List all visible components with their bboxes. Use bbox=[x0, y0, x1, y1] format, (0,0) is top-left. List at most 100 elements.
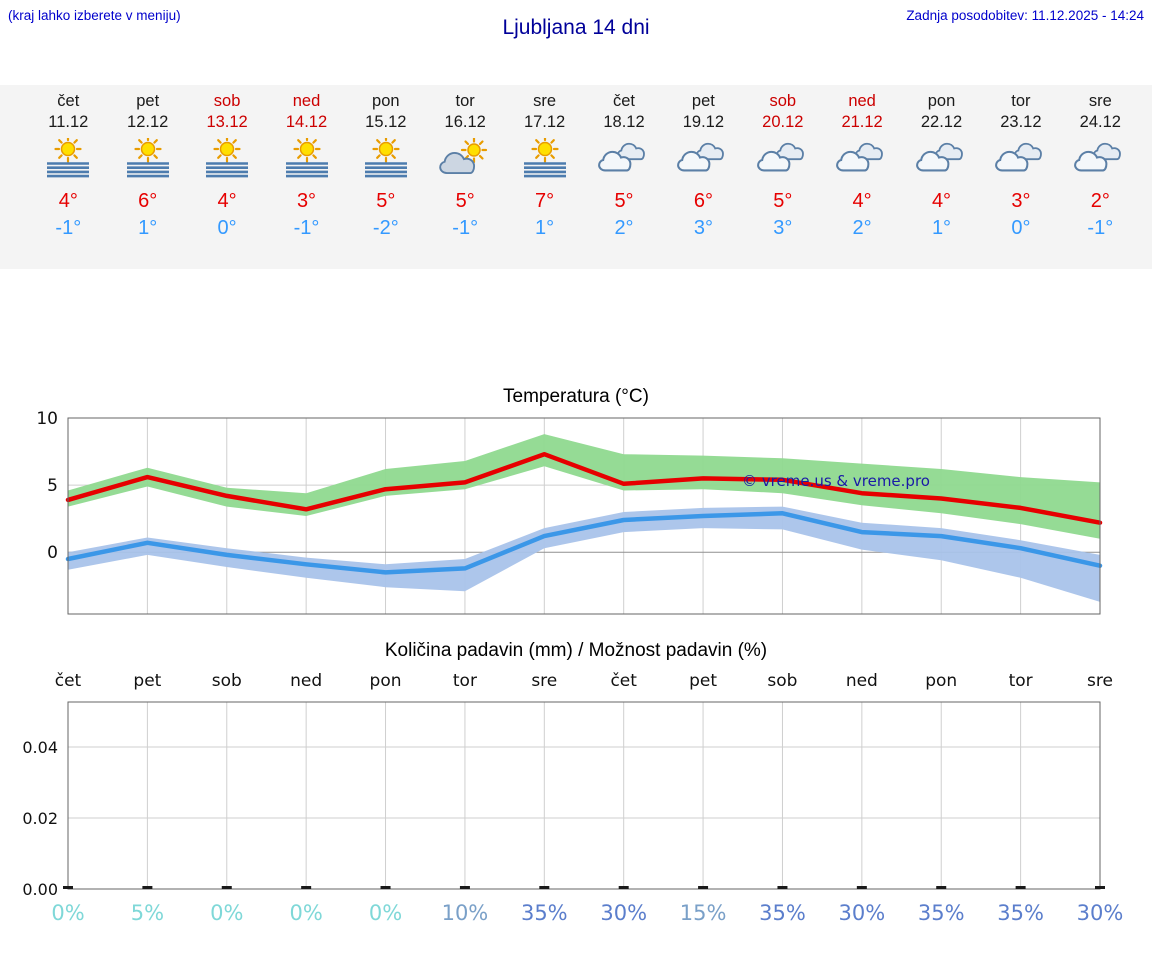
cloudy-icon bbox=[598, 142, 645, 172]
y-tick-label: 0.02 bbox=[22, 809, 58, 828]
weather-icon-wrap bbox=[914, 138, 970, 182]
day-name: sre bbox=[1088, 92, 1112, 110]
high-temp: 4° bbox=[217, 190, 237, 212]
high-temp: 5° bbox=[455, 190, 475, 212]
sun-fog-icon bbox=[47, 135, 90, 178]
day-date: 17.12 bbox=[523, 113, 566, 131]
low-temp: 1° bbox=[931, 217, 952, 239]
menu-hint: (kraj lahko izberete v meniju) bbox=[8, 8, 181, 23]
low-temp: 1° bbox=[138, 217, 158, 239]
precip-probability-label: 15% bbox=[680, 901, 727, 925]
cloudy-icon bbox=[677, 142, 725, 172]
forecast-day-column: sre 17.12 7° 1° bbox=[505, 91, 585, 241]
precip-amount-mark bbox=[936, 886, 947, 889]
high-temp: 6° bbox=[138, 190, 158, 212]
low-temp: -1° bbox=[452, 217, 479, 239]
forecast-strip: čet 11.12 4° -1° pet 12.12 6° 1° sob 13.12 4° 0° ned… bbox=[0, 85, 1152, 269]
precip-probability-label: 5% bbox=[131, 901, 164, 925]
temperature-chart: 10 5 0 © vreme.us & vreme.pro bbox=[36, 410, 1103, 615]
precip-day-label: pon bbox=[370, 671, 402, 691]
sun-fog-icon bbox=[523, 135, 566, 178]
precip-amount-mark bbox=[221, 886, 232, 889]
plot-border bbox=[67, 701, 1101, 890]
day-name: pon bbox=[927, 92, 956, 110]
low-temp: 2° bbox=[852, 217, 872, 239]
y-tick-label: 0.04 bbox=[22, 738, 58, 757]
cloudy-icon bbox=[836, 142, 883, 172]
precip-amount-mark bbox=[459, 886, 470, 889]
precip-amount-mark bbox=[63, 886, 73, 889]
precip-probability-label: 35% bbox=[918, 901, 965, 925]
day-date: 19.12 bbox=[682, 113, 725, 131]
day-name: pet bbox=[691, 92, 715, 110]
precip-day-label: pon bbox=[925, 671, 957, 691]
weather-icon-wrap bbox=[358, 135, 414, 182]
low-temp: 0° bbox=[1011, 217, 1031, 239]
precipitation-chart: čet pet sob ned pon tor sre čet pet sob ned pon tor s… bbox=[22, 671, 1124, 925]
precip-day-label: tor bbox=[453, 671, 477, 691]
min-temp-line bbox=[65, 511, 1103, 575]
day-name: ned bbox=[292, 92, 321, 110]
day-name: sob bbox=[769, 92, 797, 110]
precip-day-label: ned bbox=[846, 671, 878, 691]
forecast-day-column: ned 21.12 4° 2° bbox=[822, 91, 902, 241]
y-tick-label: 0.00 bbox=[22, 880, 58, 899]
high-temp: 5° bbox=[376, 190, 396, 212]
weather-icon-wrap bbox=[755, 138, 811, 182]
low-temp: -1° bbox=[293, 217, 320, 239]
day-date: 24.12 bbox=[1079, 113, 1121, 131]
precip-probability-label: 30% bbox=[839, 901, 886, 925]
weather-icon-wrap bbox=[437, 136, 493, 182]
weather-icon-wrap bbox=[199, 135, 255, 182]
precip-probability-label: 30% bbox=[1077, 901, 1124, 925]
max-temp-range-band bbox=[68, 434, 1100, 539]
high-temp: 6° bbox=[693, 190, 713, 212]
precip-day-label: tor bbox=[1009, 671, 1033, 691]
day-date: 11.12 bbox=[48, 113, 89, 131]
precip-amount-mark bbox=[539, 886, 550, 889]
day-date: 23.12 bbox=[1000, 113, 1042, 131]
high-temp: 5° bbox=[773, 190, 793, 212]
max-temp-line bbox=[65, 451, 1103, 525]
precip-amount-mark bbox=[301, 886, 312, 889]
day-date: 20.12 bbox=[762, 113, 804, 131]
weather-icon-wrap bbox=[40, 135, 96, 182]
day-date: 12.12 bbox=[127, 113, 169, 131]
precip-amount-mark bbox=[142, 886, 153, 889]
forecast-day-column: pet 19.12 6° 3° bbox=[663, 91, 743, 241]
weather-icon-wrap bbox=[834, 138, 890, 182]
precip-amount-mark bbox=[856, 886, 867, 889]
precipitation-chart-title: Količina padavin (mm) / Možnost padavin … bbox=[384, 640, 768, 661]
day-date: 21.12 bbox=[841, 113, 883, 131]
weather-icon-wrap bbox=[1072, 138, 1128, 182]
y-tick-label: 10 bbox=[36, 410, 58, 429]
forecast-day-column: čet 18.12 5° 2° bbox=[584, 91, 664, 241]
precip-probability-label: 0% bbox=[51, 901, 84, 925]
day-name: tor bbox=[1011, 92, 1031, 110]
high-temp: 4° bbox=[931, 190, 952, 212]
day-date: 14.12 bbox=[285, 113, 328, 131]
low-temp: 1° bbox=[535, 217, 555, 239]
day-date: 13.12 bbox=[206, 113, 248, 131]
min-temp-range-band bbox=[68, 506, 1100, 602]
precip-day-label: ned bbox=[290, 671, 322, 691]
cloudy-icon bbox=[756, 142, 804, 172]
forecast-day-column: tor 23.12 3° 0° bbox=[981, 91, 1061, 241]
forecast-day-column: sob 13.12 4° 0° bbox=[187, 91, 267, 241]
precip-day-label: pet bbox=[689, 671, 717, 691]
precip-day-label: sob bbox=[212, 671, 242, 691]
forecast-day-column: pet 12.12 6° 1° bbox=[108, 91, 188, 241]
page-title: Ljubljana 14 dni bbox=[502, 16, 650, 39]
watermark-link[interactable]: © vreme.us & vreme.pro bbox=[742, 472, 930, 490]
day-name: čet bbox=[612, 92, 635, 110]
low-temp: -1° bbox=[55, 217, 82, 239]
day-name: sob bbox=[213, 92, 241, 110]
precip-day-label: sre bbox=[1087, 671, 1113, 691]
partly-cloudy-icon bbox=[439, 136, 488, 174]
precip-probability-label: 10% bbox=[442, 901, 489, 925]
weather-icon-wrap bbox=[596, 138, 652, 182]
weather-icon-wrap bbox=[120, 135, 176, 182]
high-temp: 5° bbox=[614, 190, 634, 212]
day-name: tor bbox=[455, 92, 475, 110]
precip-probability-label: 30% bbox=[600, 901, 647, 925]
